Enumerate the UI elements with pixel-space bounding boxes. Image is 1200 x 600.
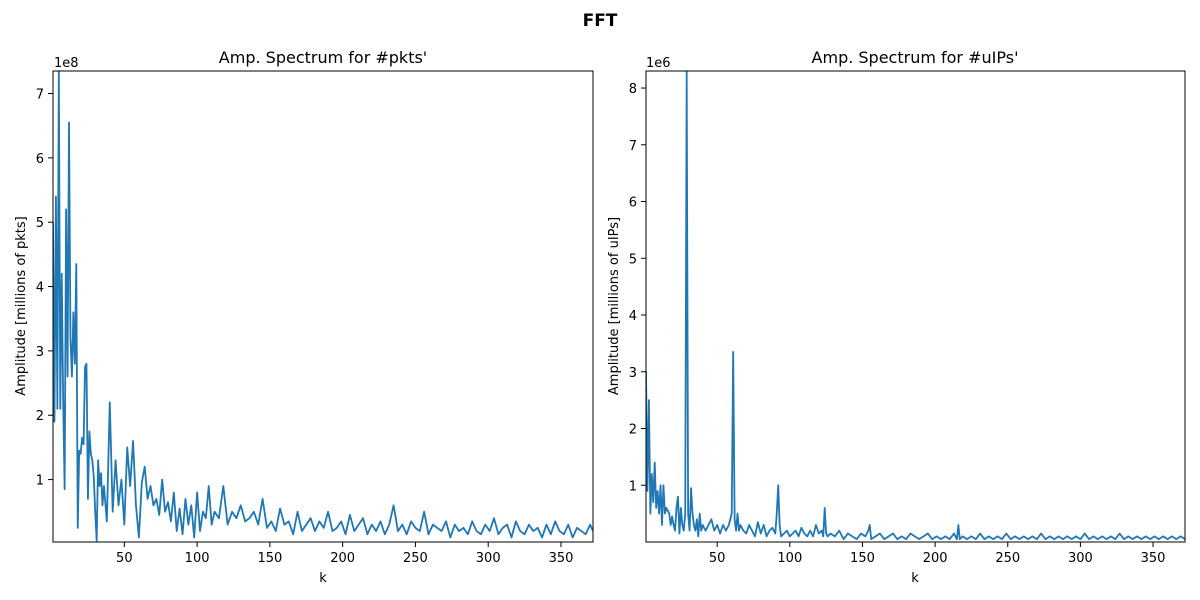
right-chart-xtick-label: 250 — [995, 551, 1020, 566]
right-chart-ytick-label: 6 — [629, 196, 637, 211]
right-chart-ylabel: Amplitude [millions of uIPs] — [607, 217, 622, 395]
left-chart-title: Amp. Spectrum for #pkts' — [219, 48, 427, 67]
left-chart-offset-text: 1e8 — [54, 56, 79, 71]
right-chart-ytick-label: 4 — [629, 309, 637, 324]
left-chart-ytick-label: 7 — [36, 88, 44, 103]
left-chart-marks: 50 100 150 200 250 300 350 1 2 3 4 5 6 7 — [36, 71, 593, 566]
left-chart-xtick-label: 150 — [257, 551, 282, 566]
left-chart-frame — [52, 70, 594, 543]
right-chart-ytick-label: 7 — [629, 139, 637, 154]
left-chart-xtick-label: 300 — [476, 551, 501, 566]
right-chart-ytick-label: 2 — [629, 423, 637, 438]
right-chart-marks: 50 100 150 200 250 300 350 1 2 3 4 5 6 7 8 — [629, 71, 1185, 566]
right-chart-xtick-label: 150 — [850, 551, 875, 566]
left-chart-ytick-label: 4 — [36, 281, 44, 296]
right-chart-ytick-label: 3 — [629, 366, 637, 381]
right-chart-xlabel: k — [911, 571, 919, 586]
left-chart-ytick-label: 3 — [36, 345, 44, 360]
left-chart-xtick-label: 50 — [116, 551, 133, 566]
right-chart-ytick-label: 5 — [629, 252, 637, 267]
left-chart-xtick-label: 100 — [185, 551, 210, 566]
left-chart-series-line — [53, 71, 593, 542]
right-chart-title: Amp. Spectrum for #uIPs' — [812, 48, 1019, 67]
right-chart: Amp. Spectrum for #uIPs' 1e6 k Amplitude… — [607, 48, 1186, 586]
right-chart-frame — [645, 70, 1186, 543]
right-chart-xtick-label: 50 — [709, 551, 726, 566]
left-chart-xlabel: k — [319, 571, 327, 586]
right-chart-xtick-label: 350 — [1141, 551, 1166, 566]
left-chart-ylabel: Amplitude [millions of pkts] — [14, 216, 29, 395]
left-chart-xtick-label: 250 — [403, 551, 428, 566]
left-chart-ytick-label: 1 — [36, 474, 44, 489]
right-chart-xtick-label: 300 — [1068, 551, 1093, 566]
figure-title: FFT — [583, 11, 618, 31]
left-chart-ytick-label: 2 — [36, 409, 44, 424]
left-chart-ytick-label: 5 — [36, 216, 44, 231]
right-chart-xtick-label: 200 — [923, 551, 948, 566]
right-chart-ytick-label: 1 — [629, 479, 637, 494]
left-chart-xtick-label: 350 — [549, 551, 574, 566]
left-chart-xtick-label: 200 — [330, 551, 355, 566]
right-chart-ytick-label: 8 — [629, 82, 637, 97]
right-chart-offset-text: 1e6 — [646, 56, 671, 71]
right-chart-series-line — [646, 71, 1185, 541]
left-chart: Amp. Spectrum for #pkts' 1e8 k Amplitude… — [14, 48, 594, 586]
left-chart-ytick-label: 6 — [36, 152, 44, 167]
right-chart-xtick-label: 100 — [777, 551, 802, 566]
